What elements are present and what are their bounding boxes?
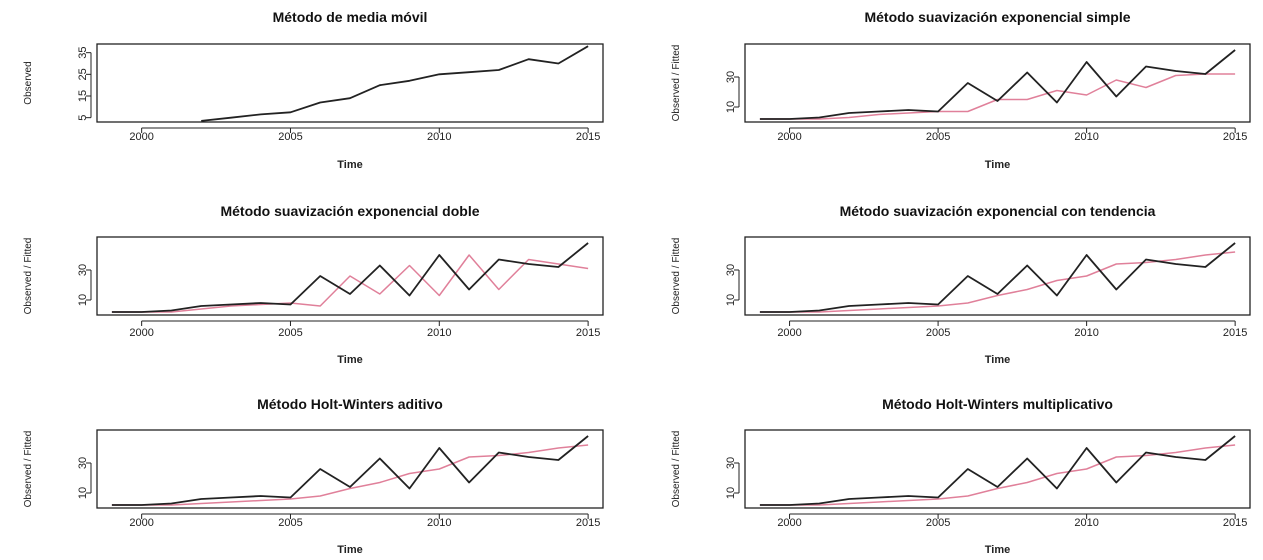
chart-title: Método suavización exponencial doble xyxy=(220,203,479,219)
y-tick-label: 30 xyxy=(77,264,89,276)
x-tick-label: 2010 xyxy=(1074,131,1098,143)
chart-panel-4: Método suavización exponencial con tende… xyxy=(671,203,1251,366)
x-tick-label: 2000 xyxy=(777,517,801,529)
x-axis-label: Time xyxy=(337,354,362,366)
plot-frame xyxy=(744,43,1251,123)
plot-frame xyxy=(96,236,604,316)
x-tick-label: 2015 xyxy=(576,131,600,143)
observed-series-line xyxy=(201,45,589,122)
chart-panel-1: Método de media móvil 2000 2005 2010 2015 5 15… xyxy=(23,9,604,171)
x-tick-label: 2015 xyxy=(1223,131,1247,143)
x-tick-label: 2005 xyxy=(278,327,302,339)
x-tick-label: 2015 xyxy=(576,327,600,339)
y-tick-label: 25 xyxy=(77,68,89,80)
chart-title: Método de media móvil xyxy=(273,9,428,25)
y-tick-label: 30 xyxy=(725,71,737,83)
fitted-series-line xyxy=(759,73,1236,120)
y-tick-label: 10 xyxy=(77,487,89,499)
y-tick-label: 30 xyxy=(725,457,737,469)
y-tick-label: 10 xyxy=(77,294,89,306)
y-tick-label: 10 xyxy=(725,101,737,113)
y-tick-label: 35 xyxy=(77,47,89,59)
observed-series-line xyxy=(759,242,1236,313)
chart-title: Método suavización exponencial simple xyxy=(864,9,1130,25)
plot-frame xyxy=(744,429,1251,509)
x-tick-label: 2015 xyxy=(1223,517,1247,529)
y-tick-label: 15 xyxy=(77,90,89,102)
observed-series-line xyxy=(759,49,1236,120)
x-axis-label: Time xyxy=(985,544,1010,556)
chart-title: Método Holt-Winters multiplicativo xyxy=(882,396,1113,412)
chart-panel-6: Método Holt-Winters multiplicativo 2000 20… xyxy=(671,396,1251,556)
chart-title: Método Holt-Winters aditivo xyxy=(257,396,443,412)
chart-panel-5: Método Holt-Winters aditivo 2000 2005 2010 2… xyxy=(23,396,604,556)
x-tick-label: 2005 xyxy=(926,517,950,529)
fitted-series-line xyxy=(759,251,1236,313)
chart-title: Método suavización exponencial con tende… xyxy=(840,203,1156,219)
fitted-series-line xyxy=(111,254,589,313)
x-tick-label: 2000 xyxy=(129,517,153,529)
y-tick-label: 30 xyxy=(77,457,89,469)
observed-series-line xyxy=(759,435,1236,506)
plot-frame xyxy=(96,43,604,123)
x-tick-label: 2010 xyxy=(1074,517,1098,529)
x-axis-label: Time xyxy=(337,544,362,556)
y-axis-label: Observed / Fitted xyxy=(671,431,682,508)
y-axis-label: Observed / Fitted xyxy=(23,238,34,315)
observed-series-line xyxy=(111,242,589,313)
y-axis-label: Observed xyxy=(23,61,34,104)
x-tick-label: 2010 xyxy=(1074,327,1098,339)
plot-frame xyxy=(96,429,604,509)
observed-series-line xyxy=(111,435,589,506)
x-tick-label: 2010 xyxy=(427,131,451,143)
y-tick-label: 10 xyxy=(725,487,737,499)
fitted-series-line xyxy=(759,444,1236,506)
x-axis-label: Time xyxy=(985,159,1010,171)
x-axis-label: Time xyxy=(337,159,362,171)
x-axis-label: Time xyxy=(985,354,1010,366)
x-tick-label: 2010 xyxy=(427,327,451,339)
y-axis-label: Observed / Fitted xyxy=(671,238,682,315)
y-tick-label: 5 xyxy=(77,115,89,121)
chart-panel-3: Método suavización exponencial doble 2000… xyxy=(23,203,604,366)
x-tick-label: 2000 xyxy=(777,131,801,143)
x-tick-label: 2015 xyxy=(576,517,600,529)
x-tick-label: 2000 xyxy=(129,131,153,143)
x-tick-label: 2015 xyxy=(1223,327,1247,339)
plot-frame xyxy=(744,236,1251,316)
x-tick-label: 2005 xyxy=(278,517,302,529)
y-axis-label: Observed / Fitted xyxy=(671,45,682,122)
x-tick-label: 2005 xyxy=(926,131,950,143)
y-tick-label: 30 xyxy=(725,264,737,276)
x-tick-label: 2010 xyxy=(427,517,451,529)
x-tick-label: 2005 xyxy=(926,327,950,339)
x-tick-label: 2005 xyxy=(278,131,302,143)
fitted-series-line xyxy=(111,444,589,506)
y-axis-label: Observed / Fitted xyxy=(23,431,34,508)
chart-panel-2: Método suavización exponencial simple 200… xyxy=(671,9,1251,171)
y-tick-label: 10 xyxy=(725,294,737,306)
x-tick-label: 2000 xyxy=(777,327,801,339)
x-tick-label: 2000 xyxy=(129,327,153,339)
